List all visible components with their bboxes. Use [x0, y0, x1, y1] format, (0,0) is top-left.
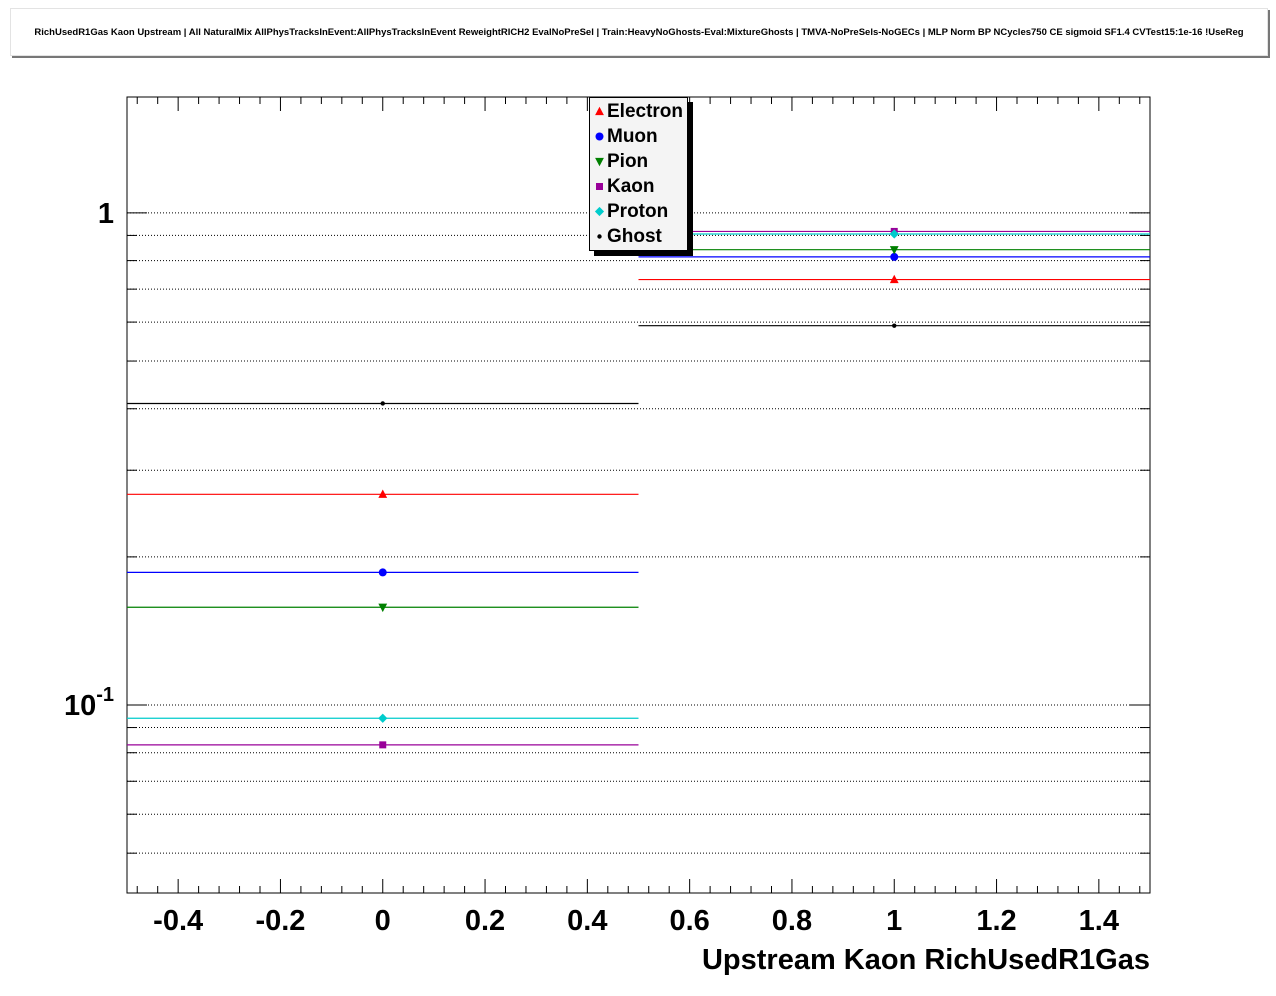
plot-title-pane: RichUsedR1Gas Kaon Upstream | All Natura…	[10, 8, 1268, 56]
x-axis-title: Upstream Kaon RichUsedR1Gas	[701, 944, 1150, 976]
x-tick-label: 0	[375, 905, 391, 937]
legend-item-muon: Muon	[590, 124, 687, 149]
marker-circle	[378, 568, 387, 577]
marker-triangle-up	[889, 274, 899, 284]
legend-item-electron: Electron	[590, 99, 687, 124]
legend-item-ghost: Ghost	[590, 224, 687, 249]
legend-label-muon: Muon	[607, 126, 658, 147]
x-tick-label: 1	[886, 905, 902, 937]
x-tick-label: 0.6	[669, 905, 709, 937]
marker-diamond	[378, 713, 388, 723]
x-tick-label: 1.2	[976, 905, 1016, 937]
legend-label-ghost: Ghost	[607, 226, 662, 247]
x-tick-label: 0.2	[465, 905, 505, 937]
legend-item-pion: Pion	[590, 149, 687, 174]
x-tick-label: 0.4	[567, 905, 607, 937]
legend-triangle-down-icon	[595, 157, 604, 167]
x-tick-label: 0.8	[772, 905, 812, 937]
x-tick-label: -0.4	[153, 905, 203, 937]
legend-circle-icon	[595, 132, 604, 141]
marker-circle	[890, 252, 899, 261]
plot-title: RichUsedR1Gas Kaon Upstream | All Natura…	[34, 26, 1244, 38]
y-tick-label: 10-1	[64, 684, 114, 722]
marker-dot	[892, 323, 897, 328]
marker-triangle-up	[378, 489, 388, 498]
x-tick-label: -0.2	[255, 905, 305, 937]
marker-circle	[595, 132, 604, 141]
y-tick-label: 1	[98, 198, 114, 230]
marker-square	[379, 741, 387, 749]
marker-diamond	[889, 229, 899, 239]
marker-triangle-down	[378, 603, 388, 613]
x-tick-label: 1.4	[1079, 905, 1119, 937]
marker-triangle-down	[595, 157, 604, 167]
marker-diamond	[594, 206, 605, 217]
marker-dot	[597, 234, 602, 239]
marker-dot	[380, 401, 385, 406]
marker-triangle-down	[889, 246, 899, 255]
marker-square	[596, 183, 603, 190]
legend-dot-icon	[597, 234, 602, 239]
marker-triangle-up	[595, 106, 604, 116]
legend-item-kaon: Kaon	[590, 174, 687, 199]
legend-label-proton: Proton	[607, 201, 669, 222]
legend-diamond-icon	[594, 206, 605, 217]
legend: Electron Muon Pion Kaon Proton Ghost	[589, 97, 688, 251]
legend-item-proton: Proton	[590, 199, 687, 224]
legend-triangle-up-icon	[595, 106, 604, 116]
legend-label-pion: Pion	[607, 151, 649, 172]
legend-label-electron: Electron	[607, 101, 684, 122]
legend-label-kaon: Kaon	[607, 176, 655, 197]
legend-square-icon	[596, 183, 603, 190]
